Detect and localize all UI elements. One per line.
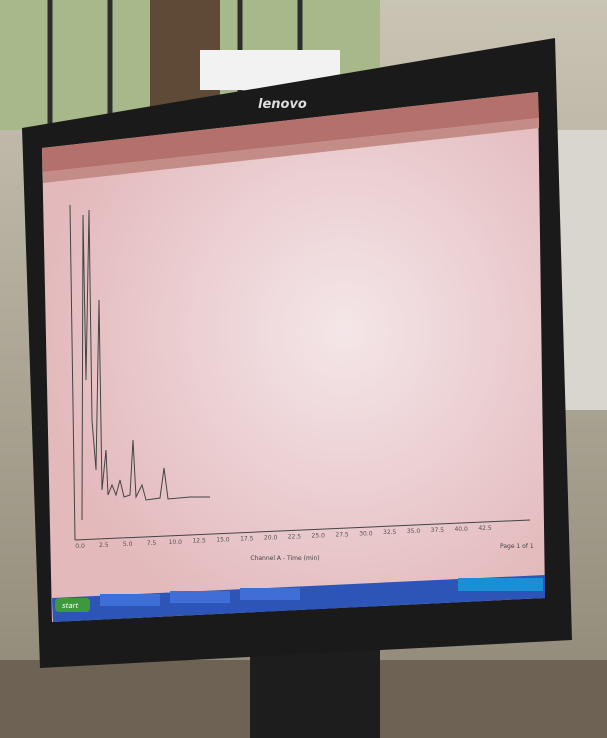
x-tick-label: 7.5: [147, 540, 157, 547]
x-tick-label: 32.5: [383, 529, 397, 536]
x-tick-label: 20.0: [264, 535, 278, 542]
x-tick-label: 37.5: [431, 527, 445, 534]
page-indicator: Page 1 of 1: [500, 543, 534, 550]
task-button[interactable]: [240, 588, 300, 600]
x-axis-label: Channel A - Time (min): [250, 555, 319, 562]
x-tick-label: 2.5: [99, 542, 109, 549]
x-tick-label: 35.0: [407, 528, 421, 535]
x-tick-label: 5.0: [123, 541, 133, 548]
x-tick-label: 30.0: [359, 530, 373, 537]
x-tick-label: 22.5: [288, 533, 302, 540]
photo: lenovo 0.0 2.5 5.0 7.5 10.0 12.5 15.0 17.5 20.0 2…: [0, 0, 607, 738]
x-tick-label: 10.0: [169, 539, 183, 546]
x-tick-label: 42.5: [478, 525, 492, 532]
x-tick-label: 15.0: [216, 537, 230, 544]
task-button[interactable]: [170, 591, 230, 603]
x-tick-label: 27.5: [335, 531, 349, 538]
task-button[interactable]: [100, 594, 160, 606]
x-tick-label: 12.5: [192, 538, 206, 545]
monitor-stand: [250, 650, 380, 738]
x-tick-label: 25.0: [312, 532, 326, 539]
x-tick-label: 40.0: [454, 526, 468, 533]
x-tick-label: 17.5: [240, 536, 254, 543]
system-tray: [458, 578, 543, 591]
x-tick-label: 0.0: [75, 543, 85, 550]
brand-logo: lenovo: [258, 97, 307, 112]
start-label[interactable]: start: [62, 602, 79, 610]
